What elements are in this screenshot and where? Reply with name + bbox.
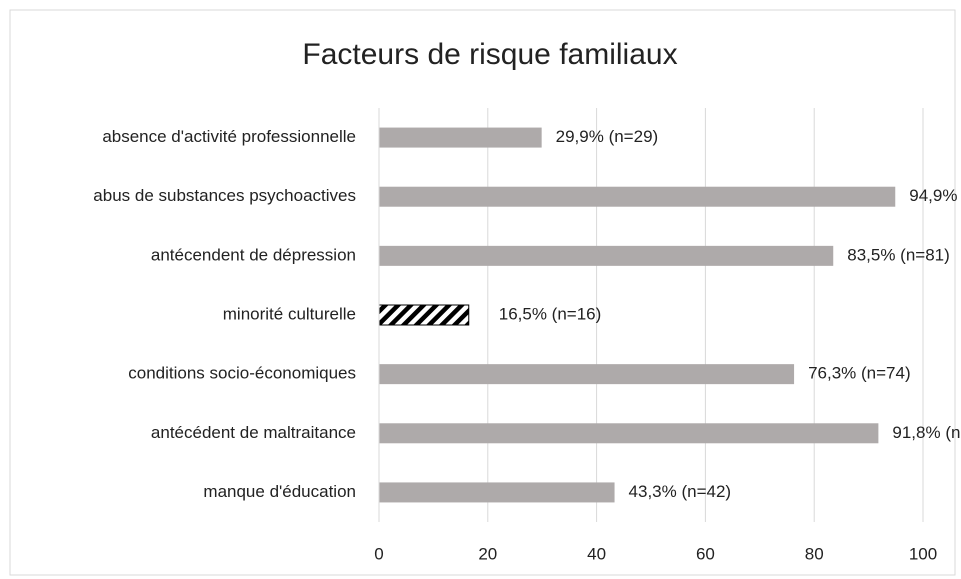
bar xyxy=(379,186,896,207)
bar xyxy=(379,364,795,385)
data-label: 29,9% (n=29) xyxy=(556,127,659,146)
x-tick-label: 60 xyxy=(696,544,715,563)
x-tick-label: 0 xyxy=(374,544,383,563)
data-label: 91,8% (n=89) xyxy=(892,423,961,442)
bar xyxy=(379,245,834,266)
data-label: 83,5% (n=81) xyxy=(847,245,950,264)
bar xyxy=(379,482,615,503)
bar xyxy=(378,304,470,326)
bar xyxy=(379,423,879,444)
x-tick-label: 80 xyxy=(805,544,824,563)
data-label: 16,5% (n=16) xyxy=(499,304,602,323)
y-tick-label: minorité culturelle xyxy=(223,304,356,323)
y-tick-label: manque d'éducation xyxy=(203,482,356,501)
y-tick-label: antécendent de dépression xyxy=(151,245,356,264)
data-label: 43,3% (n=42) xyxy=(629,482,732,501)
bar xyxy=(379,127,542,148)
chart-title: Facteurs de risque familiaux xyxy=(302,38,677,71)
y-tick-label: abus de substances psychoactives xyxy=(93,186,356,205)
data-label: 94,9% (n=92) xyxy=(909,186,961,205)
y-tick-label: antécédent de maltraitance xyxy=(151,423,356,442)
x-tick-label: 40 xyxy=(587,544,606,563)
y-tick-label: absence d'activité professionnelle xyxy=(102,127,356,146)
chart-border xyxy=(9,9,956,576)
x-tick-label: 20 xyxy=(478,544,497,563)
data-label: 76,3% (n=74) xyxy=(808,364,911,383)
x-tick-label: 100 xyxy=(909,544,937,563)
y-tick-label: conditions socio-économiques xyxy=(128,364,356,383)
